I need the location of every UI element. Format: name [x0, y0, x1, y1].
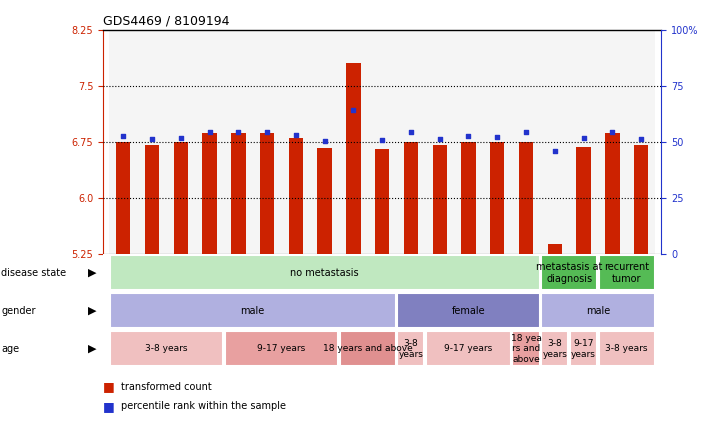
- Text: no metastasis: no metastasis: [290, 268, 359, 278]
- Bar: [634, 146, 648, 254]
- Bar: [397, 294, 540, 328]
- Bar: [605, 134, 619, 254]
- Text: metastasis at
diagnosis: metastasis at diagnosis: [536, 262, 602, 284]
- Bar: [289, 138, 303, 254]
- Bar: [310, 30, 339, 254]
- Text: ■: ■: [103, 381, 115, 393]
- Bar: [541, 332, 568, 366]
- Point: [204, 129, 215, 135]
- Point: [262, 129, 273, 135]
- Bar: [252, 30, 282, 254]
- Text: 18 years and above: 18 years and above: [323, 344, 412, 354]
- Bar: [375, 149, 390, 254]
- Bar: [599, 255, 655, 290]
- Text: disease state: disease state: [1, 268, 67, 278]
- Point: [636, 135, 647, 142]
- Bar: [547, 244, 562, 254]
- Bar: [432, 146, 447, 254]
- Point: [463, 133, 474, 140]
- Bar: [541, 294, 655, 328]
- Bar: [116, 142, 130, 254]
- Bar: [340, 332, 396, 366]
- Bar: [224, 30, 252, 254]
- Bar: [598, 30, 626, 254]
- Text: 18 yea
rs and
above: 18 yea rs and above: [510, 334, 542, 364]
- Text: percentile rank within the sample: percentile rank within the sample: [121, 401, 286, 411]
- Text: 9-17 years: 9-17 years: [444, 344, 493, 354]
- Bar: [454, 30, 483, 254]
- Point: [232, 129, 244, 135]
- Point: [117, 133, 129, 140]
- Text: female: female: [451, 306, 486, 316]
- Bar: [426, 332, 510, 366]
- Bar: [173, 142, 188, 254]
- Point: [348, 106, 359, 113]
- Text: 3-8
years: 3-8 years: [398, 339, 423, 359]
- Bar: [368, 30, 397, 254]
- Text: male: male: [586, 306, 610, 316]
- Point: [319, 137, 331, 144]
- Point: [405, 129, 417, 135]
- Bar: [166, 30, 195, 254]
- Text: ▶: ▶: [87, 344, 96, 354]
- Text: 9-17 years: 9-17 years: [257, 344, 306, 354]
- Bar: [317, 148, 332, 254]
- Point: [520, 129, 532, 135]
- Bar: [203, 134, 217, 254]
- Bar: [425, 30, 454, 254]
- Text: age: age: [1, 344, 19, 354]
- Point: [434, 136, 445, 143]
- Text: ▶: ▶: [87, 268, 96, 278]
- Bar: [195, 30, 224, 254]
- Bar: [397, 332, 424, 366]
- Text: 3-8
years: 3-8 years: [542, 339, 567, 359]
- Bar: [109, 294, 396, 328]
- Point: [578, 135, 589, 141]
- Bar: [570, 332, 597, 366]
- Bar: [109, 332, 223, 366]
- Text: 3-8 years: 3-8 years: [145, 344, 188, 354]
- Bar: [225, 332, 338, 366]
- Point: [491, 134, 503, 140]
- Bar: [109, 30, 138, 254]
- Bar: [626, 30, 656, 254]
- Bar: [260, 134, 274, 254]
- Bar: [145, 146, 159, 254]
- Bar: [346, 63, 360, 254]
- Bar: [513, 332, 540, 366]
- Text: male: male: [240, 306, 264, 316]
- Point: [606, 129, 618, 135]
- Bar: [541, 255, 597, 290]
- Bar: [519, 142, 533, 254]
- Bar: [577, 147, 591, 254]
- Point: [290, 132, 301, 138]
- Bar: [512, 30, 540, 254]
- Bar: [570, 30, 598, 254]
- Text: 9-17
years: 9-17 years: [571, 339, 596, 359]
- Text: ▶: ▶: [87, 306, 96, 316]
- Bar: [404, 142, 418, 254]
- Bar: [109, 255, 540, 290]
- Text: 3-8 years: 3-8 years: [606, 344, 648, 354]
- Text: recurrent
tumor: recurrent tumor: [604, 262, 649, 284]
- Text: transformed count: transformed count: [121, 382, 212, 392]
- Point: [146, 136, 158, 143]
- Bar: [339, 30, 368, 254]
- Bar: [138, 30, 166, 254]
- Bar: [397, 30, 425, 254]
- Bar: [483, 30, 512, 254]
- Point: [175, 135, 186, 141]
- Text: ■: ■: [103, 400, 115, 412]
- Bar: [461, 142, 476, 254]
- Bar: [599, 332, 655, 366]
- Bar: [282, 30, 310, 254]
- Point: [549, 147, 560, 154]
- Bar: [490, 142, 504, 254]
- Bar: [231, 134, 245, 254]
- Text: gender: gender: [1, 306, 36, 316]
- Bar: [540, 30, 570, 254]
- Point: [377, 137, 388, 143]
- Text: GDS4469 / 8109194: GDS4469 / 8109194: [103, 14, 230, 27]
